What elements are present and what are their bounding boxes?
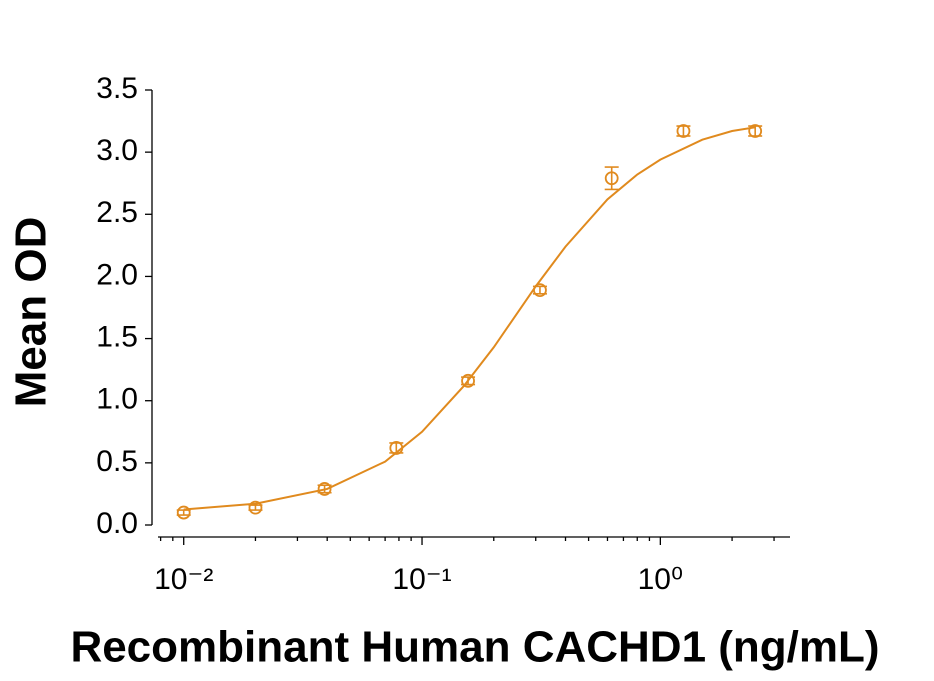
- data-point: [748, 124, 763, 138]
- fit-curve: [183, 126, 756, 511]
- y-axis-title: Mean OD: [7, 217, 56, 408]
- data-point: [604, 171, 619, 186]
- y-tick-label: 3.5: [96, 72, 138, 105]
- x-axis-title: Recombinant Human CACHD1 (ng/mL): [70, 623, 879, 672]
- y-tick-label: 2.0: [96, 258, 138, 291]
- data-point: [533, 283, 547, 298]
- data-point: [317, 482, 332, 496]
- data-point: [676, 124, 691, 138]
- y-tick-label: 2.5: [96, 196, 138, 229]
- y-tick-label: 0.0: [96, 507, 138, 540]
- data-point: [389, 441, 404, 455]
- data-point: [176, 505, 191, 520]
- y-tick-label: 1.5: [96, 320, 138, 353]
- y-tick-label: 3.0: [96, 134, 138, 167]
- y-tick-label: 0.5: [96, 445, 138, 478]
- x-tick-label: 10⁻²: [154, 563, 213, 596]
- x-tick-label: 10⁰: [638, 563, 683, 596]
- data-point: [248, 500, 263, 515]
- x-tick-label: 10⁻¹: [392, 563, 451, 596]
- data-point: [461, 373, 475, 388]
- y-tick-label: 1.0: [96, 383, 138, 416]
